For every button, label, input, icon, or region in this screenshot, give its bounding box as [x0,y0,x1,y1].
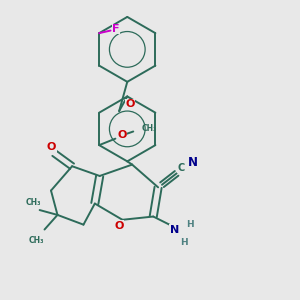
Text: O: O [117,130,127,140]
Text: O: O [125,99,134,109]
Text: CH₃: CH₃ [28,236,44,245]
Text: H: H [180,238,188,247]
Text: CH₃: CH₃ [141,124,157,134]
Text: O: O [115,220,124,231]
Text: N: N [170,224,179,235]
Text: H: H [186,220,194,229]
Text: N: N [188,156,198,169]
Text: C: C [177,163,184,173]
Text: O: O [47,142,56,152]
Text: F: F [112,24,120,34]
Text: CH₃: CH₃ [26,198,41,207]
